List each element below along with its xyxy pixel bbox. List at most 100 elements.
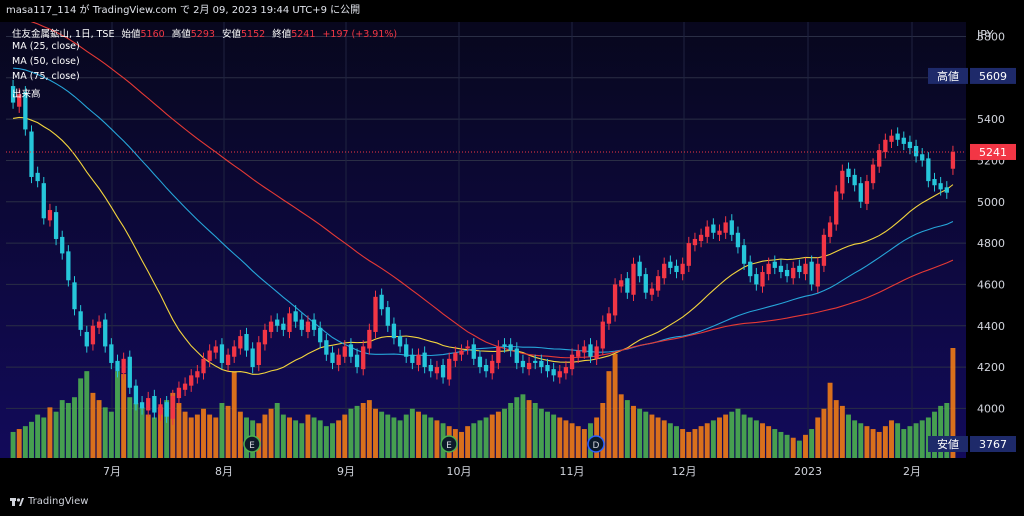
candle-body [287,313,292,332]
volume-bar [895,423,901,458]
legend-volume[interactable]: 出来高 [12,89,41,100]
volume-bar [704,423,710,458]
volume-bar [637,408,643,458]
volume-bar [821,408,827,458]
volume-bar [889,420,894,458]
candle-body [176,387,182,399]
volume-bar [274,403,280,458]
candle-body [324,340,329,355]
candle-body [41,183,46,219]
candle-body [932,179,937,186]
candle-body [410,354,415,363]
publish-header: masa117_114 が TradingView.com で 2月 09, 2… [0,0,1024,22]
legend-low-value: 5152 [240,29,266,40]
candle-body [483,365,489,372]
volume-bar [772,429,778,458]
volume-bar [108,411,114,458]
volume-bar [643,411,649,458]
volume-bar [944,403,950,458]
publish-line: masa117_114 が TradingView.com で 2月 09, 2… [6,5,361,16]
volume-bar [10,431,16,458]
candle-body [803,263,808,275]
legend-ma25[interactable]: MA (25, close) [12,41,80,52]
candle-body [582,346,587,353]
candle-body [784,269,790,277]
volume-bar [864,426,870,458]
candle-body [741,245,747,264]
candle-body [637,261,642,277]
volume-bar [188,417,194,458]
candle-body [926,158,931,182]
candle-body [594,346,599,359]
legend-open-label: 始値 [121,29,141,40]
candle-body [232,346,237,357]
ma50-line [13,67,954,357]
volume-bar [606,371,612,458]
candle-body [514,348,519,363]
event-marker-icon[interactable]: E [243,435,261,453]
volume-bar [551,414,557,458]
volume-bar [882,426,888,458]
candle-body [422,352,427,368]
volume-bar [766,426,772,458]
tradingview-logo[interactable]: TradingView [10,496,88,507]
candle-body [477,356,483,368]
legend-ma50[interactable]: MA (50, close) [12,56,80,67]
y-tick-label: 4800 [977,237,1005,250]
volume-bar [624,400,630,458]
time-axis-background [0,458,966,490]
volume-bar [428,417,434,458]
legend-ma75[interactable]: MA (75, close) [12,71,80,82]
volume-bar [483,417,489,458]
candle-body [889,135,894,142]
candle-body [133,385,139,405]
candle-body [883,139,888,153]
x-tick-label: 2月 [903,465,921,478]
volume-bar [102,407,108,458]
legend-change: +197 (+3.91%) [322,29,398,40]
volume-bar [563,420,569,458]
volume-bar [710,420,716,458]
legend-symbol[interactable]: 住友金属鉱山, 1日, TSE [12,29,115,40]
low-price-value: 3767 [979,438,1007,451]
volume-bar [932,411,937,458]
candle-body [103,319,108,347]
candle-body [354,354,360,368]
candle-body [502,344,507,347]
legend-low-label: 安値 [221,29,241,40]
volume-bar [59,400,65,458]
candle-body [127,356,132,388]
volume-bar [950,348,956,458]
volume-bar [176,403,182,458]
candle-body [465,346,470,349]
candle-body [643,274,648,293]
volume-bar [508,403,514,458]
volume-bar [348,408,354,458]
x-tick-label: 12月 [672,465,697,478]
volume-bar [907,426,913,458]
x-tick-label: 2023 [794,465,822,478]
volume-bar [22,426,28,458]
volume-bar [680,429,686,458]
event-marker-icon[interactable]: D [587,435,605,453]
candle-body [950,151,956,169]
volume-bar [815,417,821,458]
candle-body [453,352,458,361]
volume-bar [495,411,501,458]
event-marker-icon[interactable]: E [440,435,458,453]
volume-bar [366,400,372,458]
volume-bar [311,417,317,458]
candle-body [471,344,476,359]
candle-body [846,168,851,177]
volume-bar [139,407,145,458]
volume-bar [575,426,581,458]
volume-bar [317,420,323,458]
volume-bar [78,378,84,458]
candle-body [539,360,544,368]
volume-bar [434,420,440,458]
candle-body [723,222,728,233]
candle-body [815,263,820,287]
volume-bar [409,408,415,458]
